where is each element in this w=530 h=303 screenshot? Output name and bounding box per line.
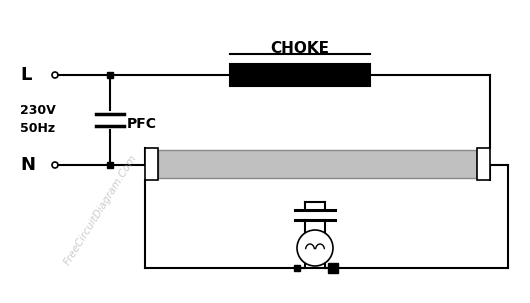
Text: N: N xyxy=(20,156,35,174)
Bar xyxy=(158,150,477,178)
Text: PFC: PFC xyxy=(127,117,157,131)
Text: L: L xyxy=(20,66,31,84)
Bar xyxy=(230,64,370,86)
Text: CHOKE: CHOKE xyxy=(270,41,330,56)
Circle shape xyxy=(297,230,333,266)
Text: 230V: 230V xyxy=(20,104,56,116)
Text: 50Hz: 50Hz xyxy=(20,122,55,135)
Bar xyxy=(477,148,490,180)
Text: FreeCircuitDiagram.Com: FreeCircuitDiagram.Com xyxy=(62,153,138,267)
Bar xyxy=(145,148,158,180)
